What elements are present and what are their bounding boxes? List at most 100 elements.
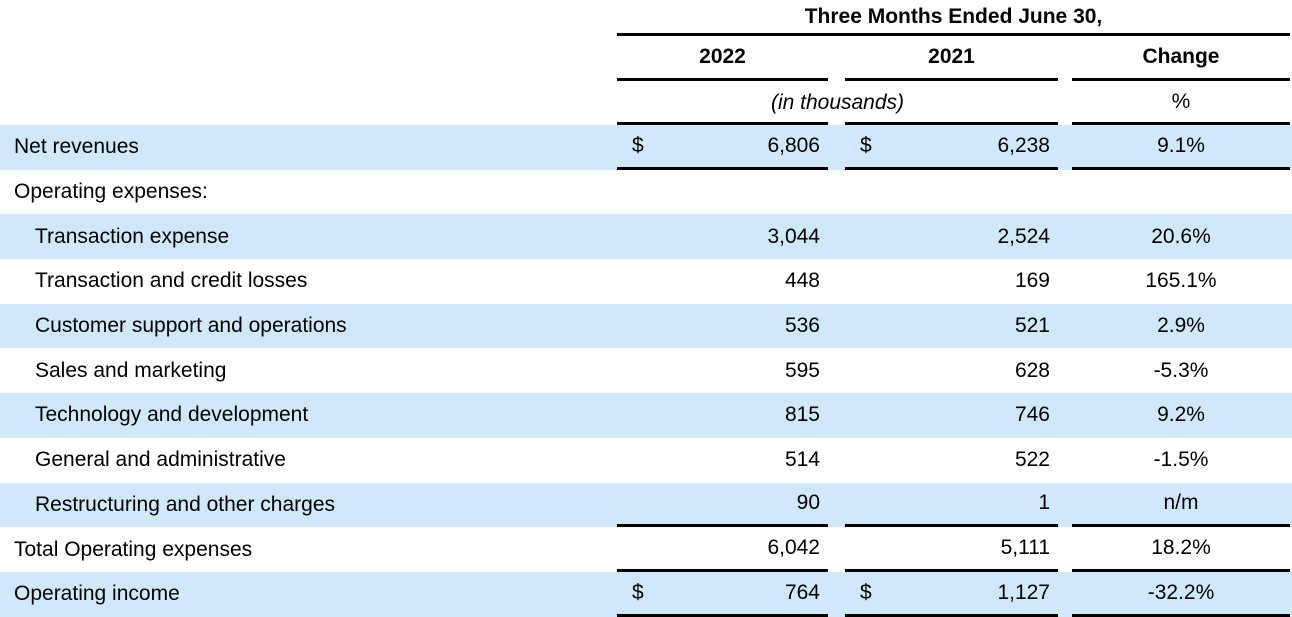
column-gap (828, 170, 845, 215)
row-label: General and administrative (35, 448, 286, 472)
row-label-cell: Operating expenses: (0, 170, 617, 215)
value-2021: 2,524 (997, 224, 1050, 248)
change-value: n/m (1163, 491, 1199, 515)
value-cell-2021: 169 (845, 259, 1058, 304)
column-gap (1058, 304, 1072, 349)
change-cell: -1.5% (1072, 438, 1290, 483)
row-label-cell: Transaction and credit losses (0, 259, 617, 304)
spacer (0, 0, 617, 36)
value-2021: 1,127 (997, 580, 1050, 604)
table-body: Net revenues $ 6,806 $ 6,238 9.1% Operat… (0, 125, 1292, 617)
value-cell-2022: 595 (617, 348, 828, 393)
column-gap (1058, 527, 1072, 572)
row-label: Restructuring and other charges (35, 492, 335, 516)
change-cell: 9.2% (1072, 393, 1290, 438)
units-note: (in thousands) (770, 91, 905, 114)
value-cell-2021: $ 1,127 (845, 572, 1058, 617)
value-2022: 815 (784, 403, 820, 427)
value-cell-2022: 448 (617, 259, 828, 304)
value-2021: 5,111 (1000, 536, 1050, 560)
table-row: Operating income $ 764 $ 1,127 -32.2% (0, 571, 1292, 617)
row-label: Sales and marketing (35, 358, 227, 382)
table-row: Net revenues $ 6,806 $ 6,238 9.1% (0, 125, 1292, 170)
value-cell-2021: 1 (845, 483, 1058, 528)
value-2022: 595 (784, 358, 820, 382)
table-row: Transaction and credit losses 448 169 16… (0, 259, 1292, 304)
value-2021: 746 (1014, 403, 1050, 427)
column-gap (1058, 125, 1072, 170)
column-gap (1058, 170, 1072, 215)
spacer (0, 36, 617, 81)
value-2021: 521 (1014, 314, 1050, 338)
row-label-cell: General and administrative (0, 438, 617, 483)
column-gap (1058, 572, 1072, 617)
change-value: 20.6% (1151, 224, 1211, 248)
change-value: 18.2% (1151, 536, 1211, 560)
change-cell (1072, 170, 1290, 215)
value-cell-2022: $ 6,806 (617, 125, 828, 170)
value-cell-2021: $ 6,238 (845, 125, 1058, 170)
row-label-cell: Transaction expense (0, 214, 617, 259)
currency-symbol-2022: $ (632, 133, 644, 157)
value-cell-2022: 536 (617, 304, 828, 349)
value-2021: 6,238 (997, 133, 1050, 157)
column-gap (828, 483, 845, 528)
row-label: Net revenues (14, 135, 139, 159)
column-gap (828, 36, 845, 81)
change-cell: -32.2% (1072, 572, 1290, 617)
value-2022: 90 (796, 491, 820, 515)
value-cell-2021: 522 (845, 438, 1058, 483)
rule-segment (845, 122, 1058, 125)
value-2021: 1 (1038, 491, 1050, 515)
value-cell-2022: 815 (617, 393, 828, 438)
row-label: Customer support and operations (35, 314, 347, 338)
value-cell-2022 (617, 170, 828, 215)
table-row: Technology and development 815 746 9.2% (0, 393, 1292, 438)
column-gap (828, 214, 845, 259)
row-label-cell: Net revenues (0, 125, 617, 170)
row-label: Transaction and credit losses (35, 269, 308, 293)
value-2022: 6,042 (767, 536, 820, 560)
row-label-cell: Operating income (0, 572, 617, 617)
value-cell-2021: 746 (845, 393, 1058, 438)
table-row: General and administrative 514 522 -1.5% (0, 438, 1292, 483)
value-2022: 514 (784, 448, 820, 472)
change-value: -5.3% (1153, 358, 1209, 382)
value-2022: 764 (784, 580, 820, 604)
column-gap (828, 304, 845, 349)
table-row: Restructuring and other charges 90 1 n/m (0, 482, 1292, 528)
column-gap (1058, 438, 1072, 483)
value-2022: 6,806 (767, 133, 820, 157)
column-gap (1058, 393, 1072, 438)
change-value: 9.2% (1157, 403, 1205, 427)
table-row: Sales and marketing 595 628 -5.3% (0, 348, 1292, 393)
value-cell-2021: 628 (845, 348, 1058, 393)
column-gap (828, 348, 845, 393)
table-row: Transaction expense 3,044 2,524 20.6% (0, 214, 1292, 260)
value-cell-2021: 521 (845, 304, 1058, 349)
change-value: 2.9% (1157, 314, 1205, 338)
table-row: Total Operating expenses 6,042 5,111 18.… (0, 527, 1292, 572)
change-cell: 18.2% (1072, 527, 1290, 572)
row-label-cell: Sales and marketing (0, 348, 617, 393)
value-cell-2021 (845, 170, 1058, 215)
column-gap (1058, 81, 1072, 125)
column-gap (828, 527, 845, 572)
table-header-spanner-row: Three Months Ended June 30, (0, 0, 1292, 36)
change-value: -32.2% (1147, 580, 1215, 604)
value-cell-2021: 5,111 (845, 527, 1058, 572)
change-value: 165.1% (1145, 269, 1217, 293)
value-2022: 448 (784, 269, 820, 293)
rule-segment (617, 122, 828, 125)
col-header-change: Change (1072, 36, 1290, 81)
change-cell: 165.1% (1072, 259, 1290, 304)
column-gap (1058, 36, 1072, 81)
value-cell-2022: 6,042 (617, 527, 828, 572)
row-label: Operating income (14, 582, 180, 606)
column-gap (828, 438, 845, 483)
currency-symbol-2021: $ (860, 580, 872, 604)
column-gap (1058, 214, 1072, 259)
row-label: Transaction expense (35, 224, 230, 248)
change-unit: % (1072, 81, 1290, 125)
